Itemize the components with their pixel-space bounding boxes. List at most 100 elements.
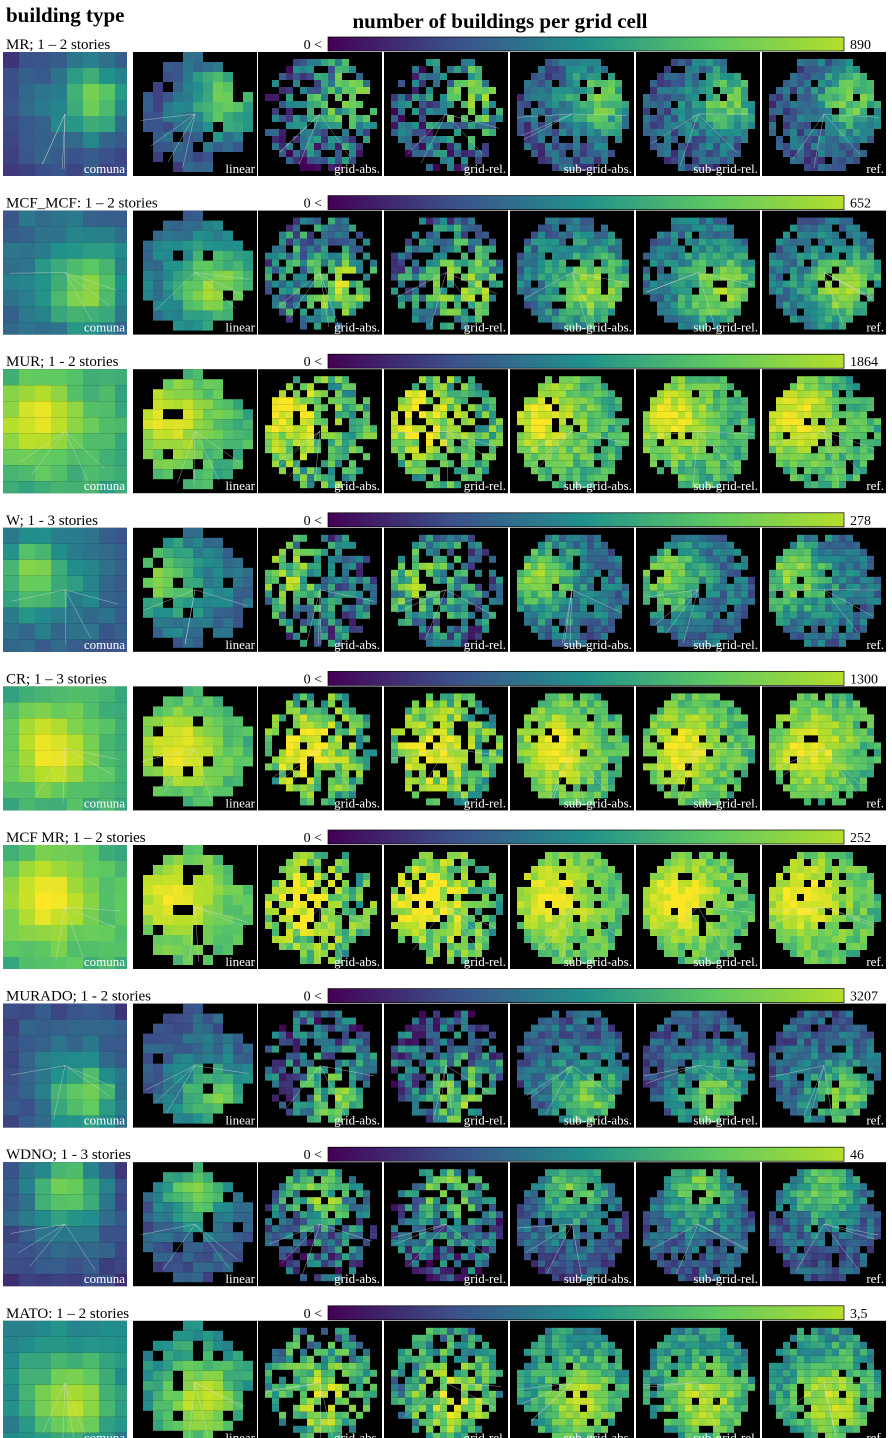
- map-cell: [342, 777, 349, 784]
- map-cell: [811, 418, 818, 425]
- map-cell: [867, 87, 874, 94]
- panel-label: sub-grid-abs.: [564, 320, 632, 335]
- map-cell: [720, 288, 727, 295]
- map-cell: [608, 453, 615, 460]
- map-cell: [342, 59, 349, 66]
- map-cell: [321, 742, 328, 749]
- map-cell: [580, 577, 587, 584]
- map-cell: [734, 390, 741, 397]
- map-cell: [615, 749, 622, 756]
- map-cell: [193, 122, 203, 132]
- map-cell: [433, 598, 440, 605]
- map-cell: [783, 584, 790, 591]
- map-cell: [594, 246, 601, 253]
- map-cell: [769, 605, 776, 612]
- map-cell: [853, 129, 860, 136]
- map-cell: [531, 707, 538, 714]
- map-cell: [797, 260, 804, 267]
- map-cell: [342, 605, 349, 612]
- map-cell: [349, 281, 356, 288]
- map-cell: [594, 605, 601, 612]
- map-cell: [3, 211, 19, 227]
- map-cell: [811, 481, 818, 488]
- map-cell: [405, 742, 412, 749]
- map-cell: [776, 101, 783, 108]
- map-cell: [727, 122, 734, 129]
- map-cell: [713, 239, 720, 246]
- map-cell: [783, 577, 790, 584]
- map-cell: [713, 136, 720, 143]
- map-cell: [713, 626, 720, 633]
- map-cell: [3, 640, 19, 652]
- map-cell: [173, 449, 183, 459]
- map-cell: [398, 404, 405, 411]
- map-cell: [601, 563, 608, 570]
- map-cell: [615, 246, 622, 253]
- map-cell: [566, 577, 573, 584]
- map-cell: [860, 309, 867, 316]
- map-cell: [832, 563, 839, 570]
- map-cell: [853, 619, 860, 626]
- map-cell: [727, 288, 734, 295]
- map-cell: [272, 136, 279, 143]
- map-cell: [741, 253, 748, 260]
- map-cell: [797, 425, 804, 432]
- map-cell: [349, 253, 356, 260]
- map-cell: [713, 376, 720, 383]
- colorbar-title: number of buildings per grid cell: [352, 9, 647, 33]
- panel-label: comuna: [84, 478, 125, 493]
- map-cell: [615, 101, 622, 108]
- map-cell: [405, 577, 412, 584]
- map-cell: [223, 568, 233, 578]
- map-cell: [748, 598, 755, 605]
- map-cell: [489, 260, 496, 267]
- map-cell: [300, 411, 307, 418]
- map-cell: [163, 439, 173, 449]
- map-cell: [566, 59, 573, 66]
- panel-label: ref.: [866, 161, 884, 176]
- map-cell: [664, 563, 671, 570]
- map-cell: [335, 87, 342, 94]
- map-cell: [727, 281, 734, 288]
- map-cell: [566, 439, 573, 446]
- map-cell: [67, 275, 83, 291]
- map-cell: [601, 626, 608, 633]
- map-cell: [173, 82, 183, 92]
- map-cell: [213, 736, 223, 746]
- map-cell: [286, 584, 293, 591]
- map-cell: [713, 418, 720, 425]
- map-cell: [405, 446, 412, 453]
- map-cell: [489, 418, 496, 425]
- map-cell: [153, 716, 163, 726]
- map-cell: [342, 108, 349, 115]
- map-cell: [293, 225, 300, 232]
- map-cell: [335, 150, 342, 157]
- map-cell: [203, 379, 213, 389]
- map-cell: [193, 766, 203, 776]
- map-cell: [286, 563, 293, 570]
- map-cell: [203, 608, 213, 618]
- map-cell: [685, 591, 692, 598]
- map-cell: [790, 302, 797, 309]
- map-cell: [454, 302, 461, 309]
- map-cell: [678, 383, 685, 390]
- map-cell: [213, 281, 223, 291]
- map-cell: [720, 577, 727, 584]
- map-cell: [790, 260, 797, 267]
- map-cell: [853, 598, 860, 605]
- map-cell: [203, 716, 213, 726]
- map-cell: [447, 749, 454, 756]
- map-cell: [587, 267, 594, 274]
- map-cell: [433, 453, 440, 460]
- map-cell: [440, 700, 447, 707]
- map-cell: [790, 563, 797, 570]
- map-cell: [650, 439, 657, 446]
- map-cell: [468, 150, 475, 157]
- map-cell: [405, 784, 412, 791]
- map-cell: [468, 535, 475, 542]
- map-cell: [860, 108, 867, 115]
- map-cell: [699, 122, 706, 129]
- map-cell: [580, 598, 587, 605]
- map-cell: [517, 94, 524, 101]
- map-cell: [447, 295, 454, 302]
